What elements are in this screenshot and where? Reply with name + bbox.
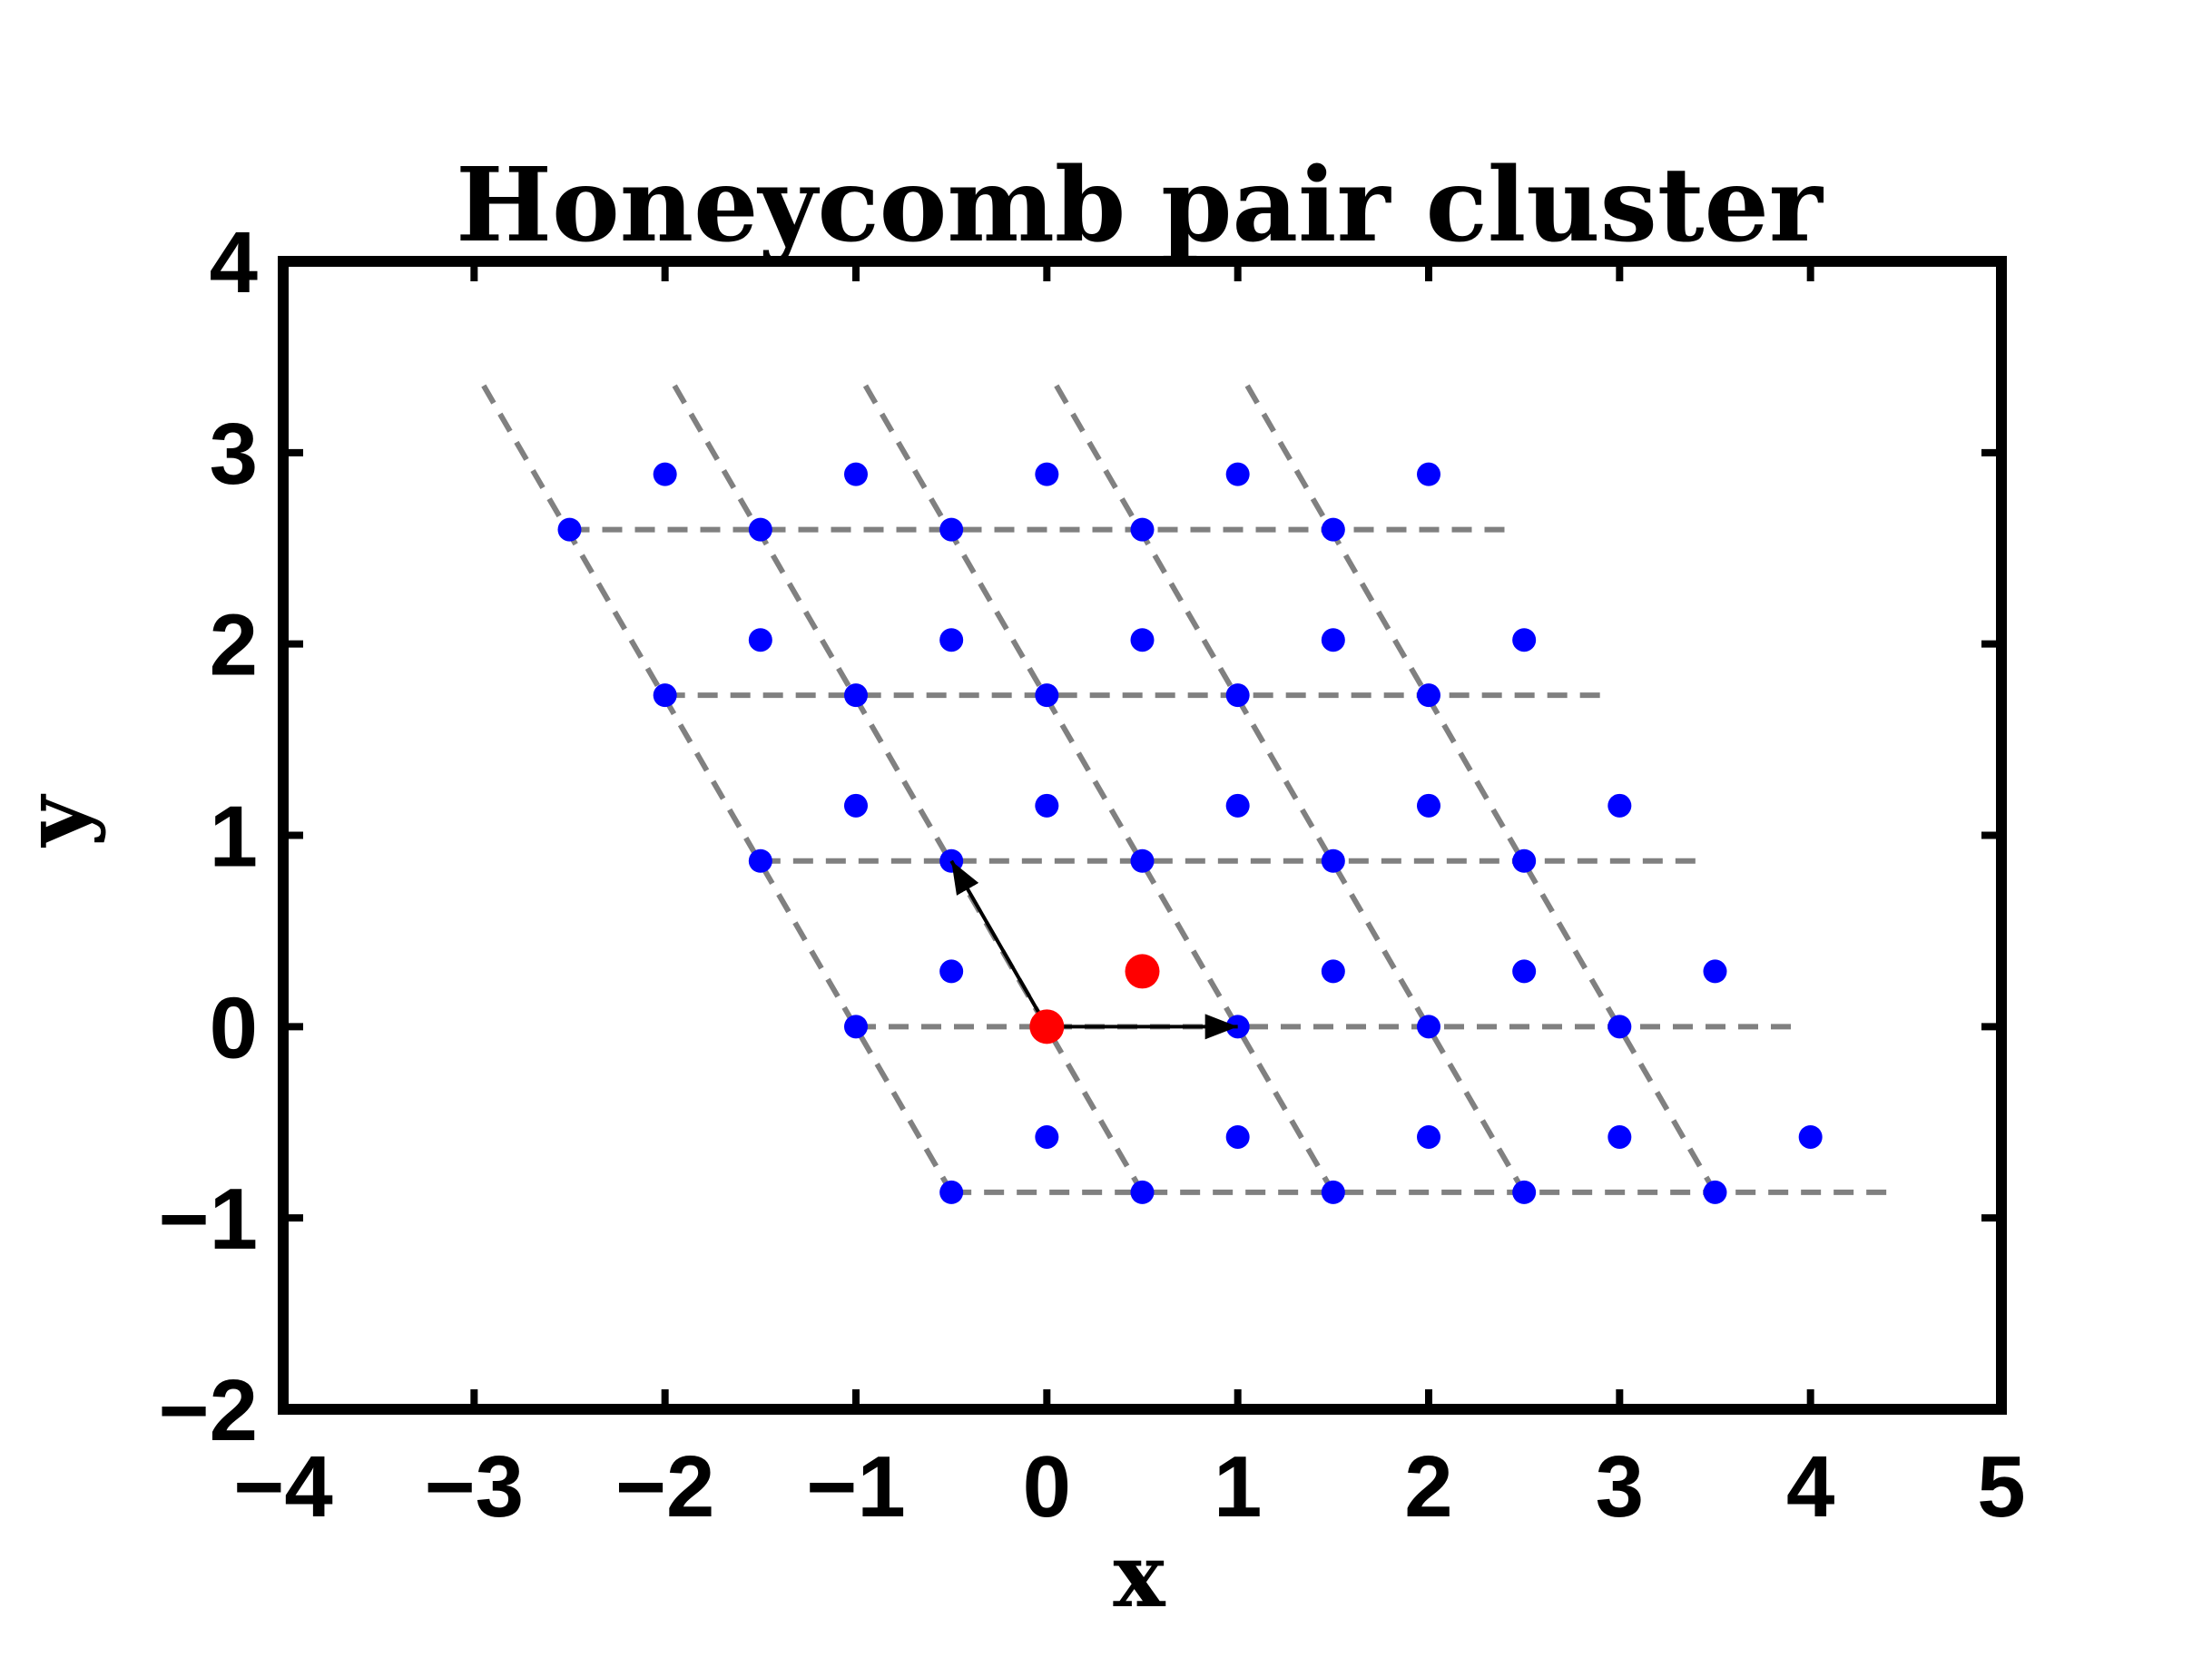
y-tick-label: 2 [210,597,258,694]
basis-vector-1 [949,859,1049,1028]
lattice-line-slanted-2 [862,384,1336,1194]
lattice-point-30 [748,628,772,652]
y-tick-label: 0 [210,979,258,1076]
x-tick-label: 4 [1786,1438,1834,1535]
lattice-point-49 [1798,1124,1823,1149]
lattice-line-slanted-4 [1244,384,1718,1194]
y-axis-label: y [5,793,107,848]
x-tick-label: −2 [615,1438,714,1535]
lattice-point-1 [748,517,772,542]
x-tick-label: 2 [1404,1438,1452,1535]
lattice-point-47 [1417,1124,1440,1149]
lattice-point-12 [1130,848,1155,873]
plot-frame [278,256,2007,1415]
lattice-point-38 [1417,793,1440,818]
lattice-point-46 [1225,1124,1250,1149]
lattice-point-32 [1130,628,1155,652]
x-tick-label: 1 [1214,1438,1262,1535]
x-tick-label: −1 [806,1438,905,1535]
lattice-point-2 [939,517,964,542]
lattice-point-43 [1512,959,1537,984]
lattice-point-39 [1607,793,1632,818]
lattice-point-36 [1035,793,1059,818]
x-tick-label: 3 [1596,1438,1644,1535]
lattice-point-0 [557,517,582,542]
y-tick-label: −2 [159,1362,258,1459]
lattice-point-31 [939,628,964,652]
lattice-point-26 [844,462,868,486]
lattice-point-37 [1225,793,1250,818]
lattice-point-15 [844,1015,868,1039]
y-tick-label: 3 [210,406,258,503]
x-axis-label: x [1113,1525,1165,1627]
lattice-point-34 [1512,628,1537,652]
lattice-point-18 [1417,1015,1440,1039]
highlighted-point-1 [1125,954,1160,989]
lattice-point-40 [939,959,964,984]
lattice-point-24 [1703,1180,1727,1204]
lattice-point-27 [1035,462,1059,486]
x-tick-label: −4 [233,1438,332,1535]
lattice-point-42 [1321,959,1345,984]
lattice-point-20 [939,1180,964,1204]
lattice-point-19 [1607,1015,1632,1039]
lattice-point-7 [1035,683,1059,708]
lattice-point-23 [1512,1180,1537,1204]
lattice-point-14 [1512,848,1537,873]
lattice-point-21 [1130,1180,1155,1204]
lattice-point-6 [844,683,868,708]
y-tick-label: 4 [210,214,258,311]
lattice-point-48 [1607,1124,1632,1149]
lattice-point-44 [1703,959,1727,984]
lattice-line-slanted-0 [481,384,954,1194]
lattice-point-3 [1130,517,1155,542]
lattice-point-29 [1417,462,1440,486]
y-tick-label: −1 [159,1171,258,1268]
lattice-point-10 [748,848,772,873]
x-tick-label: −3 [425,1438,524,1535]
x-tick-label: 5 [1977,1438,2025,1535]
lattice-point-25 [653,462,677,486]
y-tick-label: 1 [210,789,258,886]
lattice-line-slanted-3 [1054,384,1527,1194]
lattice-point-9 [1417,683,1440,708]
axes: −4 −3 −2 −1 0 1 2 3 4 5 −2 −1 0 1 2 3 4 [159,214,2026,1535]
lattice-line-slanted-1 [672,384,1145,1194]
lattice-point-5 [653,683,677,708]
x-tick-label: 0 [1023,1438,1071,1535]
lattice-point-45 [1035,1124,1059,1149]
lattice-point-33 [1321,628,1345,652]
plot-area [481,384,1887,1204]
highlighted-point-0 [1029,1009,1065,1044]
chart-title: Honeycomb pair cluster [456,146,1824,265]
lattice-point-28 [1225,462,1250,486]
lattice-point-4 [1321,517,1345,542]
lattice-point-13 [1321,848,1345,873]
lattice-point-35 [844,793,868,818]
lattice-point-22 [1321,1180,1345,1204]
lattice-point-8 [1225,683,1250,708]
